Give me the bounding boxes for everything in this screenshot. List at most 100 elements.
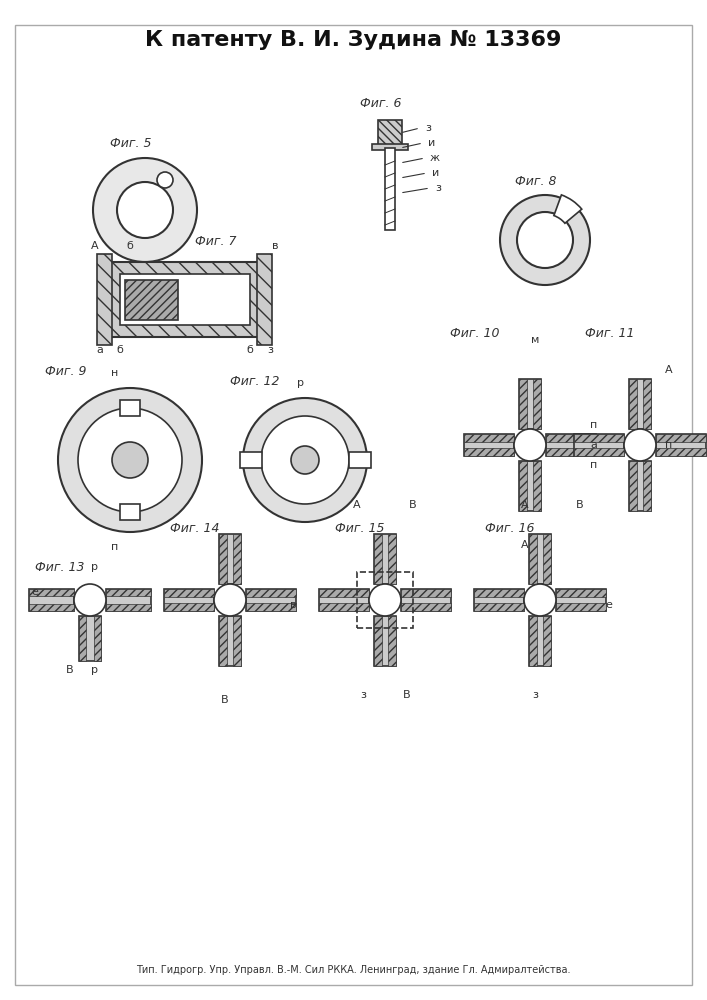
Text: B: B [409, 500, 417, 510]
Text: Фиг. 10: Фиг. 10 [450, 327, 500, 340]
Bar [574, 448, 624, 456]
Text: з: з [532, 690, 538, 700]
Bar [656, 434, 706, 456]
Text: з: з [360, 690, 366, 700]
Text: В: В [221, 695, 229, 705]
Bar [374, 534, 396, 584]
Circle shape [112, 442, 148, 478]
Bar [529, 616, 551, 666]
Bar [629, 379, 637, 429]
Circle shape [78, 408, 182, 512]
Text: Фиг. 9: Фиг. 9 [45, 365, 86, 378]
Bar [529, 534, 537, 584]
Text: Фиг. 12: Фиг. 12 [230, 375, 279, 388]
Circle shape [524, 584, 556, 616]
Bar [372, 144, 408, 150]
Bar [474, 603, 524, 611]
Bar [519, 379, 541, 429]
Bar [556, 603, 606, 611]
Bar [574, 434, 624, 456]
Text: В: В [403, 690, 411, 700]
Circle shape [514, 429, 546, 461]
Bar [357, 572, 413, 628]
Text: з: з [435, 183, 441, 193]
Text: б: б [127, 241, 134, 251]
Text: п: п [665, 440, 672, 450]
Bar [629, 379, 651, 429]
Polygon shape [378, 120, 402, 145]
Bar [519, 461, 541, 511]
Text: р: р [91, 562, 98, 572]
Bar [546, 434, 596, 456]
Bar [543, 616, 551, 666]
Bar [79, 616, 86, 661]
Bar [464, 434, 514, 456]
Bar [529, 616, 537, 666]
Circle shape [500, 195, 590, 285]
Wedge shape [554, 195, 582, 223]
Text: н: н [112, 368, 119, 378]
Text: б: б [247, 345, 253, 355]
Bar [246, 589, 296, 597]
Bar [97, 254, 112, 345]
Circle shape [291, 446, 319, 474]
Bar [120, 400, 140, 416]
Circle shape [214, 584, 246, 616]
Bar [319, 589, 369, 611]
Bar [219, 534, 241, 584]
Bar [319, 589, 369, 597]
Bar [388, 534, 396, 584]
Circle shape [93, 158, 197, 262]
Bar [219, 534, 227, 584]
Text: Фиг. 8: Фиг. 8 [515, 175, 556, 188]
Bar [401, 589, 451, 611]
Bar [240, 452, 262, 468]
Text: р: р [296, 378, 303, 388]
Text: A: A [521, 540, 529, 550]
Text: Фиг. 15: Фиг. 15 [335, 522, 385, 535]
Bar [319, 603, 369, 611]
Bar [106, 604, 151, 611]
Circle shape [157, 172, 173, 188]
Bar [656, 434, 706, 442]
Text: Фиг. 14: Фиг. 14 [170, 522, 219, 535]
Bar [629, 461, 651, 511]
Bar [219, 616, 227, 666]
Bar [125, 280, 178, 320]
Bar [79, 616, 101, 661]
Bar [546, 434, 596, 442]
Bar [94, 616, 101, 661]
Text: B: B [576, 500, 584, 510]
Bar [374, 616, 382, 666]
Bar [543, 534, 551, 584]
Bar [29, 604, 74, 611]
Bar [533, 461, 541, 511]
Bar [519, 461, 527, 511]
Bar [464, 434, 514, 442]
Bar [257, 254, 272, 345]
Bar [246, 589, 296, 611]
Bar [219, 616, 241, 666]
Text: п: п [112, 542, 119, 552]
Text: Фиг. 5: Фиг. 5 [110, 137, 151, 150]
Bar [349, 452, 371, 468]
Bar [519, 379, 527, 429]
Text: р: р [91, 665, 98, 675]
Text: и: и [432, 168, 439, 178]
Bar [385, 148, 395, 230]
Bar [401, 589, 451, 597]
Text: а: а [97, 345, 103, 355]
Bar [556, 589, 606, 611]
Text: A: A [521, 500, 529, 510]
Bar [29, 589, 74, 611]
Text: К патенту В. И. Зудина №⁠ 13369: К патенту В. И. Зудина №⁠ 13369 [145, 30, 561, 50]
Bar [374, 616, 396, 666]
Bar [533, 379, 541, 429]
Text: A: A [354, 500, 361, 510]
Text: A: A [91, 241, 99, 251]
Text: а: а [590, 440, 597, 450]
Circle shape [624, 429, 656, 461]
Text: е: е [32, 587, 38, 597]
Text: ж: ж [430, 153, 440, 163]
Bar [464, 448, 514, 456]
